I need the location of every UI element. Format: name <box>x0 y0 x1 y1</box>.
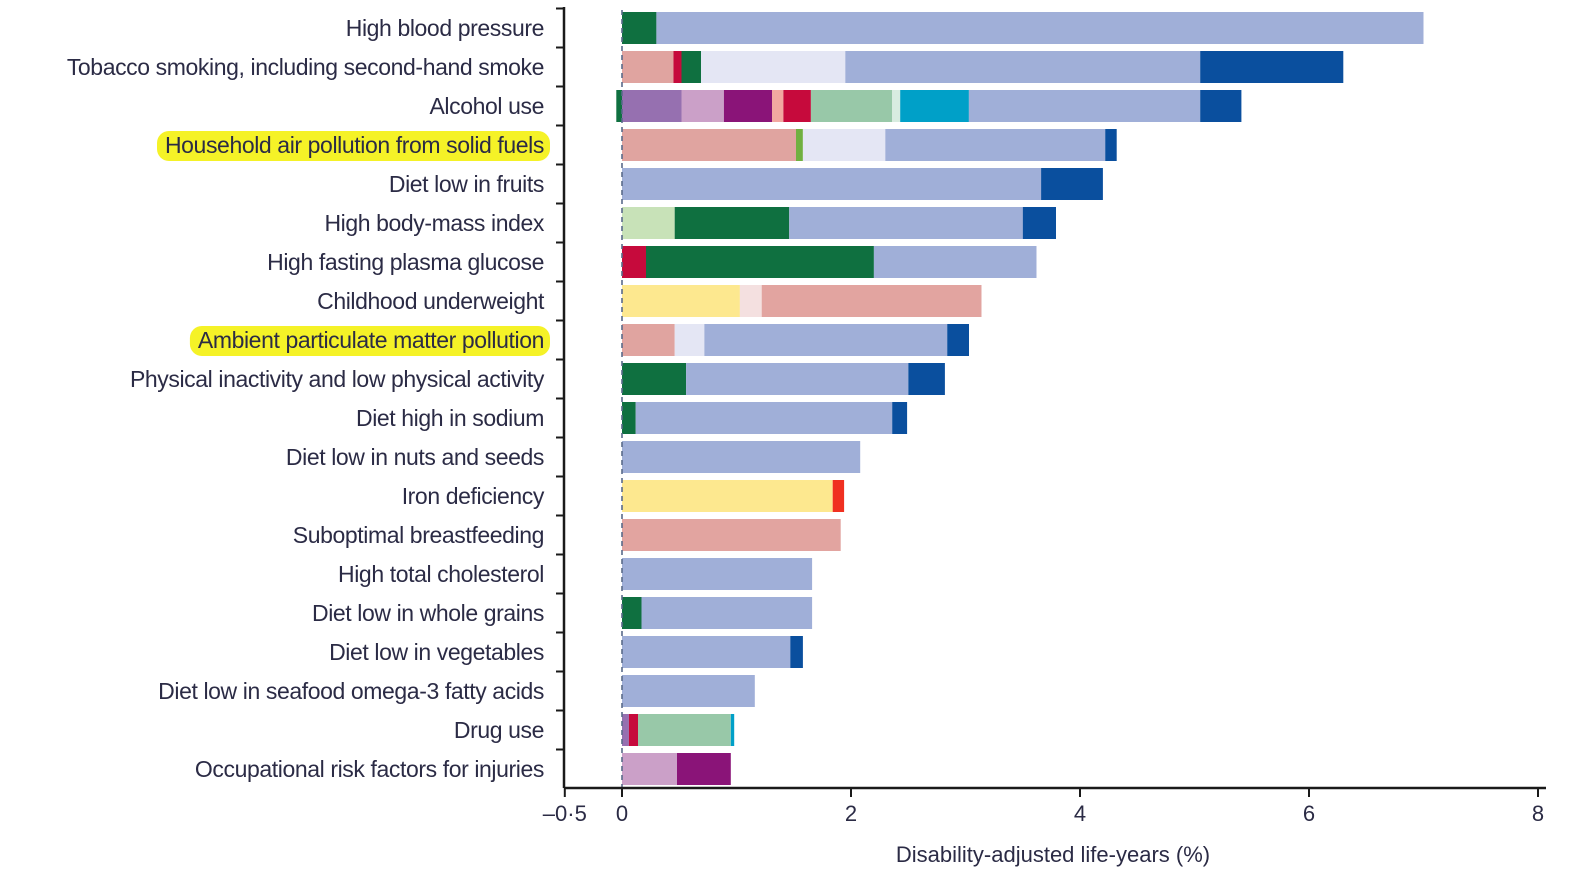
bar-segment-alcohol-use-4 <box>723 90 772 122</box>
category-label-iron-deficiency: Iron deficiency <box>402 483 545 509</box>
category-labels-layer: High blood pressure Tobacco smoking, incl… <box>67 15 546 782</box>
bar-segment-high-fasting-plasma-glucose-1 <box>622 246 646 278</box>
bar-segment-alcohol-use-8 <box>892 90 901 122</box>
bar-segment-diet-low-in-vegetables-1 <box>622 636 791 668</box>
bar-segment-occupational-risk-factors-for-injuries-1 <box>622 753 677 785</box>
category-label-tobacco-smoking-including-second-hand-smoke: Tobacco smoking, including second-hand s… <box>67 54 544 80</box>
bar-segment-childhood-underweight-3 <box>761 285 982 317</box>
bar-segment-ambient-particulate-matter-pollution-3 <box>704 324 948 356</box>
bar-segment-high-body-mass-index-2 <box>674 207 790 239</box>
category-label-high-body-mass-index: High body-mass index <box>324 210 544 236</box>
bar-segment-ambient-particulate-matter-pollution-4 <box>947 324 969 356</box>
bar-segment-diet-low-in-vegetables-2 <box>790 636 803 668</box>
category-label-diet-high-in-sodium: Diet high in sodium <box>356 405 544 431</box>
bar-segment-diet-low-in-fruits-2 <box>1041 168 1103 200</box>
category-label-childhood-underweight: Childhood underweight <box>317 288 545 314</box>
bar-segment-childhood-underweight-1 <box>622 285 740 317</box>
bar-segment-ambient-particulate-matter-pollution-1 <box>622 324 675 356</box>
category-label-occupational-risk-factors-for-injuries: Occupational risk factors for injuries <box>195 756 544 782</box>
axes-layer: –0·5 0 2 4 6 8 <box>543 7 1546 826</box>
bar-segment-alcohol-use-7 <box>810 90 893 122</box>
bar-segment-tobacco-smoking-including-second-hand-smoke-5 <box>845 51 1201 83</box>
category-label-diet-low-in-seafood-omega-3-fatty-acids: Diet low in seafood omega-3 fatty acids <box>158 678 544 704</box>
bar-segment-iron-deficiency-1 <box>622 480 833 512</box>
bar-segment-alcohol-use-11 <box>1200 90 1242 122</box>
bar-segment-drug-use-1 <box>622 714 629 746</box>
bar-segment-childhood-underweight-2 <box>739 285 762 317</box>
category-label-alcohol-use: Alcohol use <box>429 93 544 119</box>
x-tick-label: 4 <box>1074 801 1086 826</box>
bar-segment-household-air-pollution-from-solid-fuels-5 <box>1105 129 1117 161</box>
category-label-diet-low-in-fruits: Diet low in fruits <box>389 171 544 197</box>
bar-segment-alcohol-use-9 <box>900 90 969 122</box>
bar-segment-iron-deficiency-2 <box>832 480 845 512</box>
category-label-diet-low-in-whole-grains: Diet low in whole grains <box>312 600 544 626</box>
x-tick-label: 0 <box>616 801 628 826</box>
bar-segment-drug-use-3 <box>638 714 731 746</box>
category-label-household-air-pollution-from-solid-fuels: Household air pollution from solid fuels <box>165 132 544 158</box>
category-label-diet-low-in-nuts-and-seeds: Diet low in nuts and seeds <box>286 444 544 470</box>
category-label-diet-low-in-vegetables: Diet low in vegetables <box>329 639 544 665</box>
bar-segment-tobacco-smoking-including-second-hand-smoke-4 <box>701 51 846 83</box>
category-label-ambient-particulate-matter-pollution: Ambient particulate matter pollution <box>198 327 544 353</box>
bar-segment-alcohol-use-1 <box>616 90 622 122</box>
bar-segment-diet-low-in-seafood-omega-3-fatty-acids-1 <box>622 675 755 707</box>
bar-segment-alcohol-use-6 <box>783 90 811 122</box>
x-tick-label: 8 <box>1532 801 1544 826</box>
category-label-physical-inactivity-and-low-physical-activity: Physical inactivity and low physical act… <box>130 366 545 392</box>
bar-segment-high-blood-pressure-2 <box>656 12 1424 44</box>
bar-segment-high-body-mass-index-3 <box>789 207 1023 239</box>
x-tick-label: 2 <box>845 801 857 826</box>
bar-segment-high-fasting-plasma-glucose-3 <box>873 246 1037 278</box>
bar-segment-tobacco-smoking-including-second-hand-smoke-2 <box>673 51 682 83</box>
bar-segment-diet-high-in-sodium-2 <box>635 402 893 434</box>
highlight-household-air-pollution-from-solid-fuels <box>157 131 550 161</box>
category-label-drug-use: Drug use <box>454 717 544 743</box>
category-label-suboptimal-breastfeeding: Suboptimal breastfeeding <box>293 522 544 548</box>
bar-segment-tobacco-smoking-including-second-hand-smoke-1 <box>622 51 674 83</box>
bar-segment-household-air-pollution-from-solid-fuels-1 <box>622 129 796 161</box>
bar-segment-drug-use-4 <box>730 714 735 746</box>
highlight-ambient-particulate-matter-pollution <box>189 326 550 356</box>
bar-segment-household-air-pollution-from-solid-fuels-2 <box>796 129 803 161</box>
category-label-high-blood-pressure: High blood pressure <box>346 15 544 41</box>
bar-segment-occupational-risk-factors-for-injuries-2 <box>677 753 731 785</box>
bar-segment-ambient-particulate-matter-pollution-2 <box>674 324 705 356</box>
bar-segment-physical-inactivity-and-low-physical-activity-2 <box>686 363 909 395</box>
bar-segment-tobacco-smoking-including-second-hand-smoke-3 <box>681 51 701 83</box>
bar-segment-high-total-cholesterol-1 <box>622 558 813 590</box>
bars-layer <box>616 12 1424 785</box>
bar-segment-high-blood-pressure-1 <box>622 12 657 44</box>
bar-segment-diet-high-in-sodium-1 <box>622 402 636 434</box>
x-tick-label: 6 <box>1303 801 1315 826</box>
bar-segment-diet-low-in-whole-grains-2 <box>641 597 813 629</box>
bar-segment-household-air-pollution-from-solid-fuels-3 <box>802 129 886 161</box>
bar-segment-high-body-mass-index-4 <box>1022 207 1056 239</box>
bar-segment-diet-low-in-fruits-1 <box>622 168 1042 200</box>
bar-segment-alcohol-use-3 <box>681 90 724 122</box>
bar-segment-diet-low-in-whole-grains-1 <box>622 597 642 629</box>
bar-segment-diet-high-in-sodium-3 <box>892 402 908 434</box>
bar-segment-alcohol-use-10 <box>968 90 1201 122</box>
highlight-layer <box>157 131 550 356</box>
bar-segment-tobacco-smoking-including-second-hand-smoke-6 <box>1200 51 1344 83</box>
bar-segment-diet-low-in-nuts-and-seeds-1 <box>622 441 861 473</box>
bar-segment-alcohol-use-5 <box>772 90 784 122</box>
bar-segment-alcohol-use-2 <box>622 90 682 122</box>
x-axis-title: Disability-adjusted life-years (%) <box>896 842 1210 867</box>
x-tick-label: –0·5 <box>543 801 587 826</box>
bar-segment-high-body-mass-index-1 <box>622 207 675 239</box>
bar-segment-drug-use-2 <box>628 714 639 746</box>
bar-segment-household-air-pollution-from-solid-fuels-4 <box>885 129 1106 161</box>
bar-segment-physical-inactivity-and-low-physical-activity-1 <box>622 363 687 395</box>
category-label-high-fasting-plasma-glucose: High fasting plasma glucose <box>267 249 544 275</box>
category-label-high-total-cholesterol: High total cholesterol <box>338 561 544 587</box>
bar-segment-suboptimal-breastfeeding-1 <box>622 519 841 551</box>
bar-segment-high-fasting-plasma-glucose-2 <box>646 246 874 278</box>
bar-segment-physical-inactivity-and-low-physical-activity-3 <box>908 363 945 395</box>
